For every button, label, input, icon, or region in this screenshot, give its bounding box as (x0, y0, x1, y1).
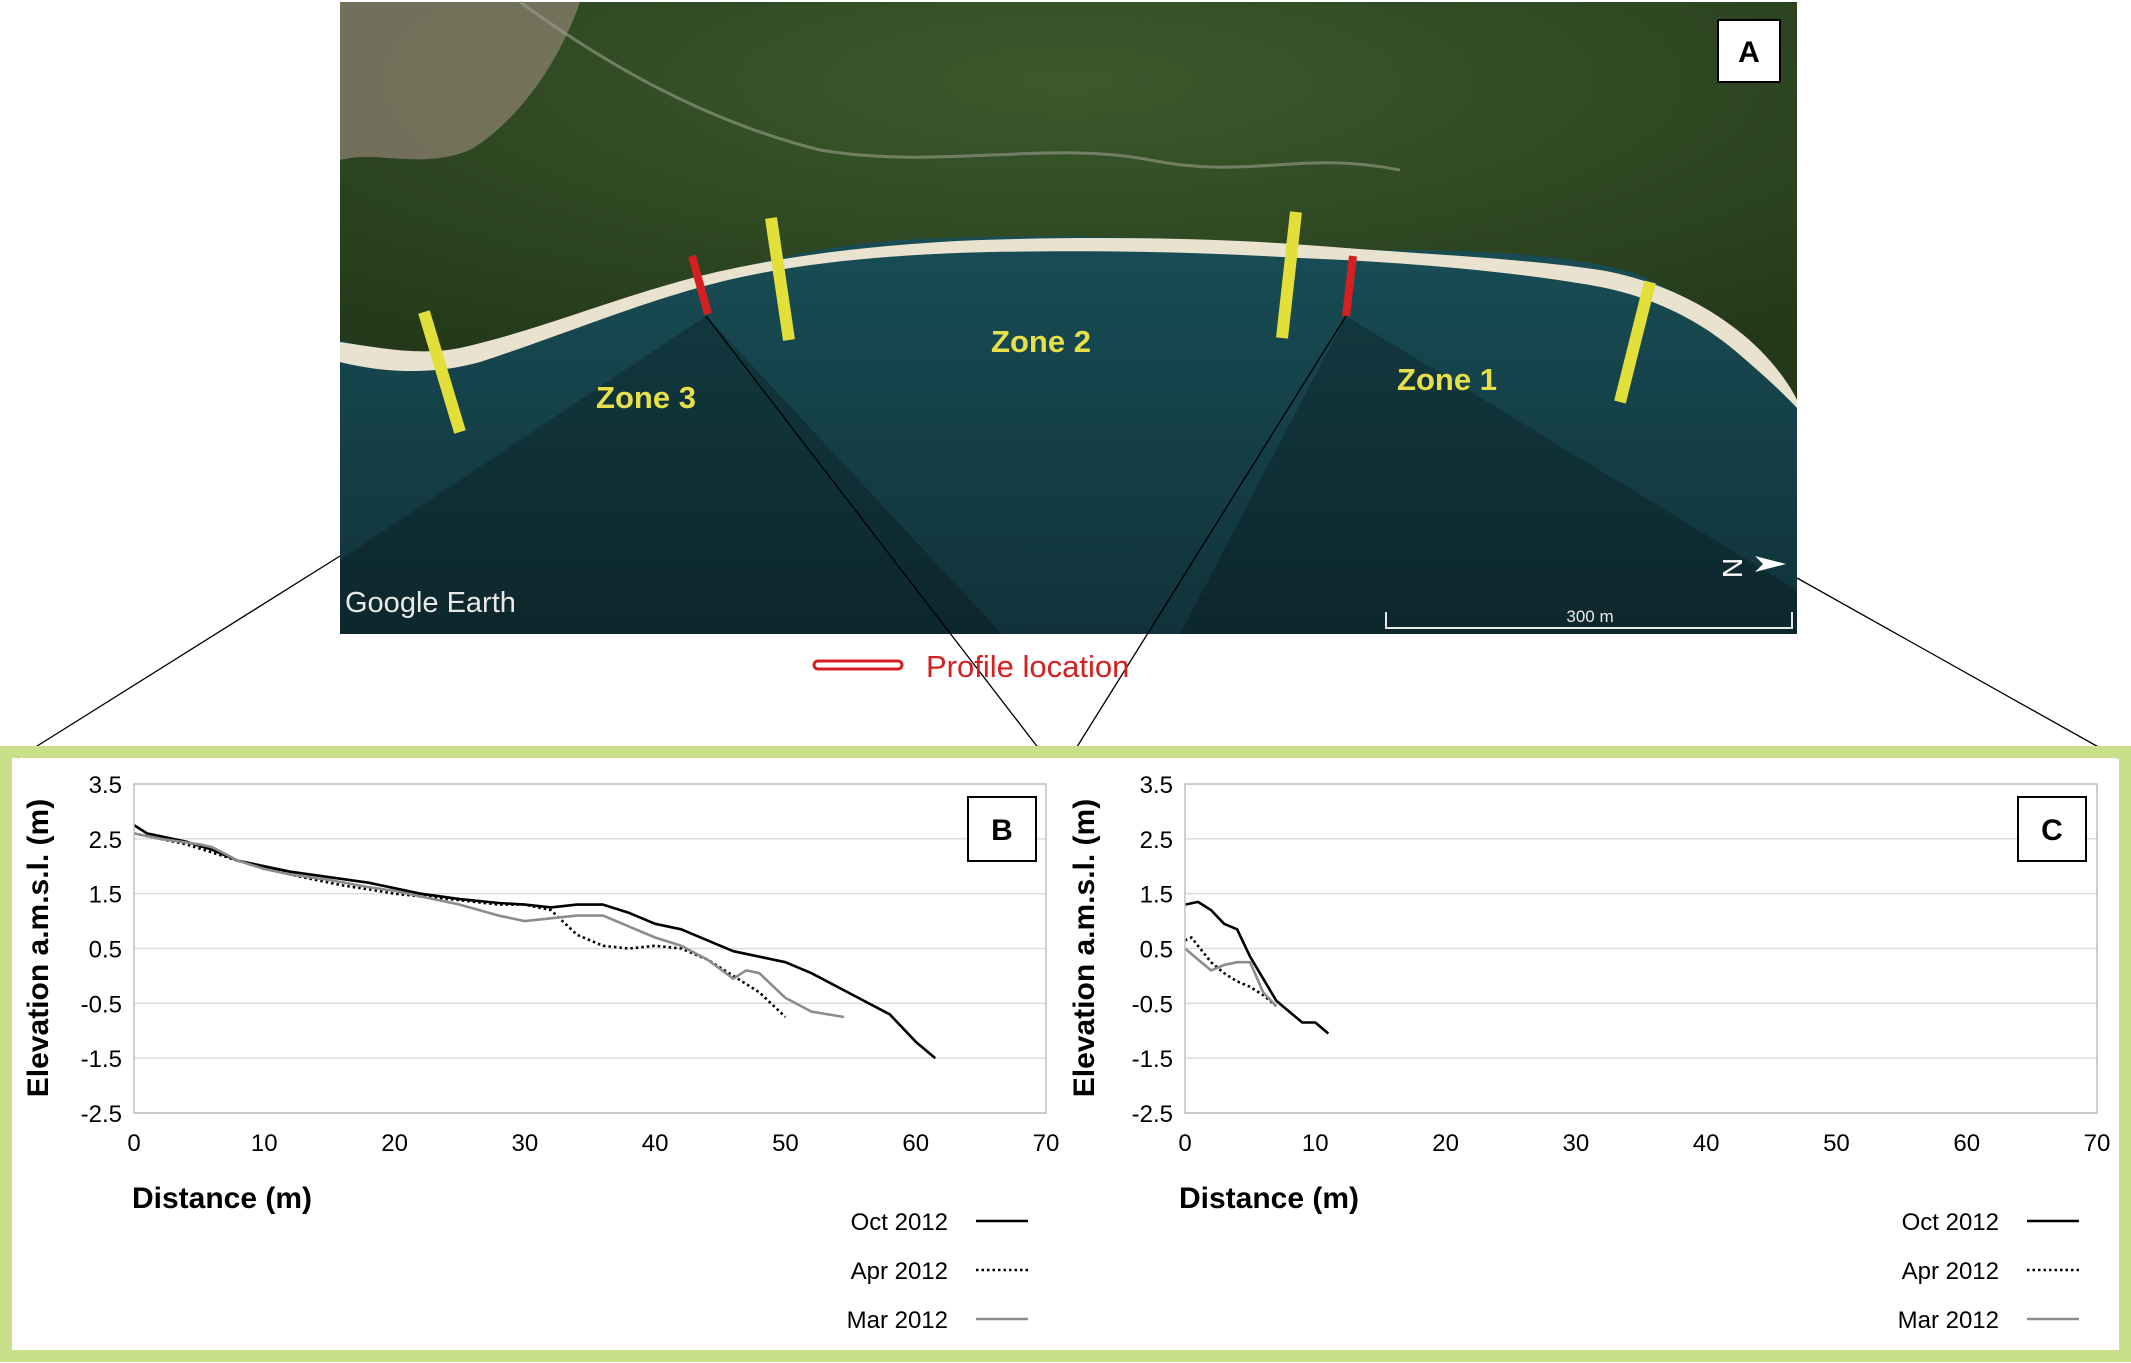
zone-boundary-transect (1276, 211, 1302, 339)
legend-label: Oct 2012 (851, 1209, 948, 1236)
north-arrow: N (1717, 556, 1786, 578)
zone3-label: Zone 3 (596, 380, 696, 415)
series-line-apr-2012 (133, 832, 787, 1018)
panel-label-a-box (1717, 19, 1781, 83)
google-earth-watermark: Google Earth (345, 587, 516, 619)
panel-label-c-box (2017, 796, 2087, 862)
legend-label: Mar 2012 (1898, 1307, 1999, 1334)
y-tick-label: 1.5 (1140, 882, 1173, 909)
trail (519, 0, 1401, 172)
north-label: N (1717, 558, 1748, 578)
x-tick-label: 10 (251, 1130, 278, 1157)
profile-location-b (688, 254, 712, 316)
y-tick-label: -0.5 (81, 991, 122, 1018)
scale-bar: 300 m (1385, 607, 1793, 629)
x-tick-label: 40 (642, 1130, 669, 1157)
profile-location-c (1342, 255, 1357, 317)
zone-boundary-transect (418, 310, 466, 434)
profile-location-swatch (812, 659, 904, 671)
x-tick-label: 60 (902, 1130, 929, 1157)
chart-c: 3.5 2.5 1.5 0.5 -0.5 -1.5 -2.5 0 10 20 30 40 50 60 70… (1068, 772, 2110, 1334)
y-tick-label: 1.5 (89, 882, 122, 909)
chart-b: 3.5 2.5 1.5 0.5 -0.5 -1.5 -2.5 0 10 20 30 40 50 60 70… (22, 772, 1059, 1334)
y-tick-label: 3.5 (1140, 772, 1173, 799)
legend-label: Oct 2012 (1902, 1209, 1999, 1236)
forest-land (340, 2, 1797, 400)
profile-location-label: Profile location (926, 649, 1129, 684)
panel-label-c: C (2041, 814, 2063, 847)
y-axis-label: Elevation a.m.s.l. (m) (22, 799, 55, 1097)
x-tick-label: 60 (1953, 1130, 1980, 1157)
x-axis-label: Distance (m) (132, 1182, 312, 1215)
series-line-oct-2012 (1184, 900, 1330, 1035)
y-tick-label: -1.5 (81, 1046, 122, 1073)
y-tick-label: 2.5 (89, 827, 122, 854)
scale-label: 300 m (1566, 607, 1613, 626)
x-tick-label: 30 (512, 1130, 539, 1157)
x-tick-label: 30 (1563, 1130, 1590, 1157)
y-tick-label: -0.5 (1132, 991, 1173, 1018)
x-tick-label: 0 (1178, 1130, 1191, 1157)
x-tick-label: 10 (1302, 1130, 1329, 1157)
series-line-oct-2012 (133, 824, 937, 1060)
beach (340, 238, 1797, 408)
x-tick-label: 40 (1693, 1130, 1720, 1157)
legend-label: Mar 2012 (847, 1307, 948, 1334)
x-tick-label: 70 (2084, 1130, 2111, 1157)
panel-label-b-box (967, 796, 1037, 862)
legend: Oct 2012 Apr 2012 Mar 2012 (1898, 1209, 2079, 1334)
y-axis-label: Elevation a.m.s.l. (m) (1068, 799, 1101, 1097)
x-axis-label: Distance (m) (1179, 1182, 1359, 1215)
legend-label: Apr 2012 (851, 1258, 948, 1285)
y-tick-label: 0.5 (1140, 937, 1173, 964)
zone1-view-cone (1180, 316, 1797, 634)
x-tick-label: 0 (127, 1130, 140, 1157)
y-tick-label: -2.5 (1132, 1101, 1173, 1128)
panel-label-b: B (991, 814, 1013, 847)
connector-lines (17, 315, 2119, 759)
x-tick-label: 50 (772, 1130, 799, 1157)
x-tick-label: 50 (1823, 1130, 1850, 1157)
y-tick-label: -2.5 (81, 1101, 122, 1128)
y-tick-label: 2.5 (1140, 827, 1173, 854)
plot-area (133, 783, 1047, 1114)
charts-frame (0, 746, 2131, 1362)
series-line-apr-2012 (1184, 936, 1278, 1008)
legend: Oct 2012 Apr 2012 Mar 2012 (847, 1209, 1028, 1334)
satellite-map: Zone 3 Zone 2 Zone 1 Google Earth 300 m … (340, 0, 1797, 634)
zone2-label: Zone 2 (991, 324, 1091, 359)
legend-label: Apr 2012 (1902, 1258, 1999, 1285)
zone-boundary-transect (765, 217, 795, 341)
profile-location-legend: Profile location (812, 649, 1129, 684)
y-tick-label: 3.5 (89, 772, 122, 799)
y-tick-label: 0.5 (89, 937, 122, 964)
panel-label-a: A (1738, 36, 1760, 69)
zone1-label: Zone 1 (1397, 362, 1497, 397)
series-line-mar-2012 (133, 832, 845, 1019)
zone-boundary-transect (1614, 280, 1656, 404)
town-area (340, 2, 580, 160)
zone3-view-cone (340, 316, 1002, 634)
north-arrow-icon (1755, 556, 1786, 572)
y-tick-label: -1.5 (1132, 1046, 1173, 1073)
x-tick-label: 70 (1033, 1130, 1060, 1157)
series-line-mar-2012 (1184, 947, 1278, 1007)
plot-area (1184, 783, 2098, 1114)
x-tick-label: 20 (381, 1130, 408, 1157)
x-tick-label: 20 (1432, 1130, 1459, 1157)
